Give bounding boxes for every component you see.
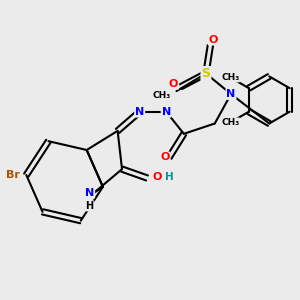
Text: N: N bbox=[135, 107, 144, 117]
Text: N: N bbox=[85, 188, 94, 198]
Text: O: O bbox=[160, 152, 169, 162]
Text: N: N bbox=[226, 89, 236, 99]
Text: CH₃: CH₃ bbox=[221, 73, 239, 82]
Text: Br: Br bbox=[6, 170, 20, 180]
Text: S: S bbox=[201, 67, 210, 80]
Text: H: H bbox=[85, 201, 94, 211]
Text: CH₃: CH₃ bbox=[153, 91, 171, 100]
Text: CH₃: CH₃ bbox=[221, 118, 239, 127]
Text: H: H bbox=[165, 172, 173, 182]
Text: N: N bbox=[162, 107, 171, 117]
Text: O: O bbox=[153, 172, 162, 182]
Text: O: O bbox=[169, 79, 178, 89]
Text: O: O bbox=[208, 34, 218, 45]
